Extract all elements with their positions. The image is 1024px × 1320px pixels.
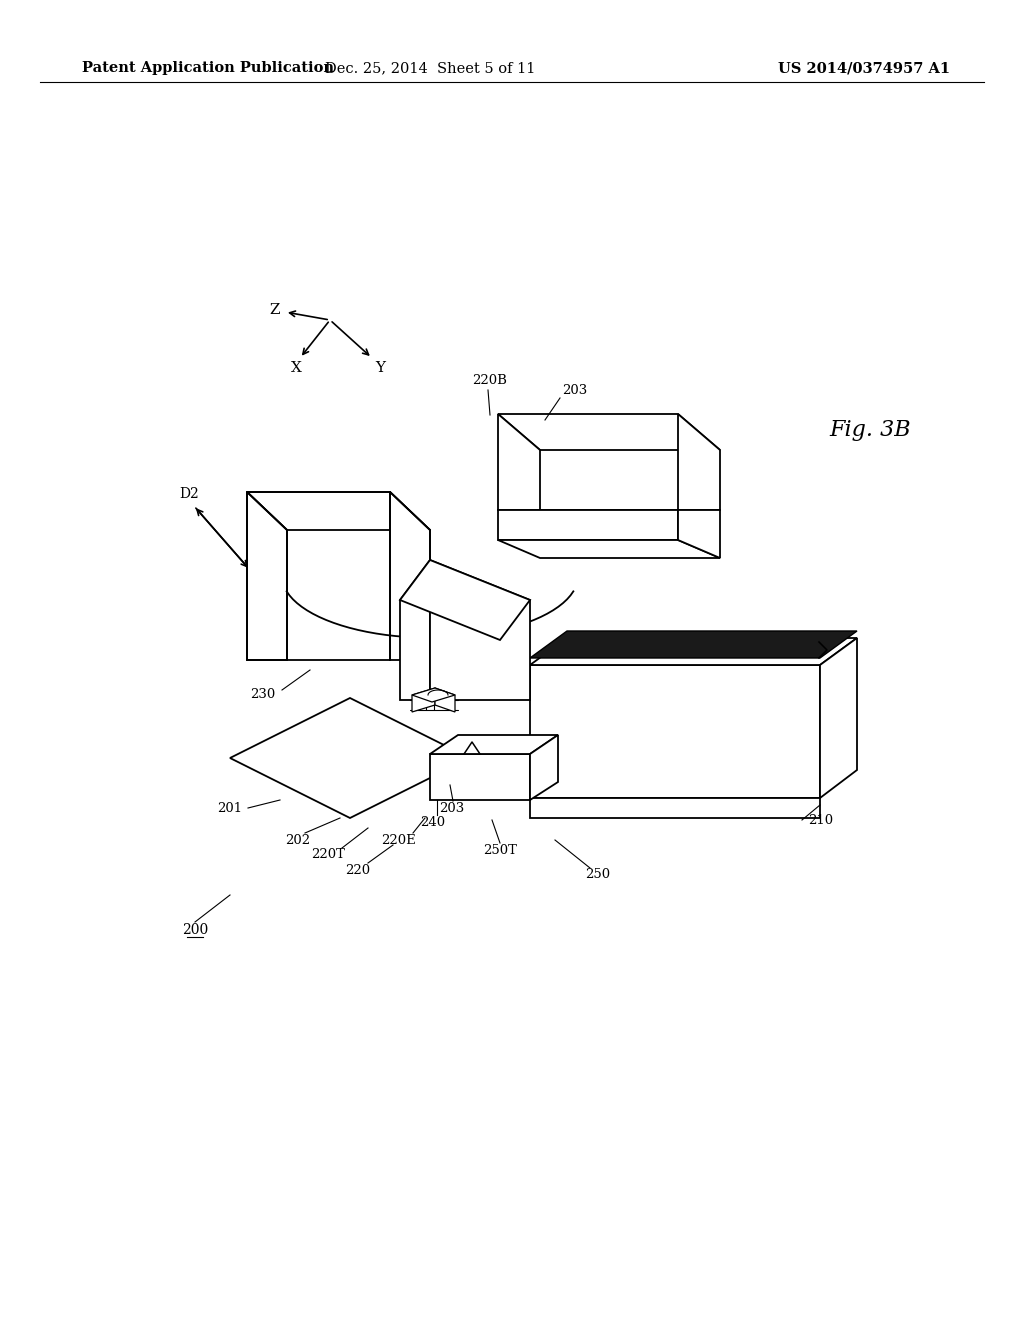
Polygon shape — [820, 638, 857, 799]
Text: US 2014/0374957 A1: US 2014/0374957 A1 — [778, 61, 950, 75]
Text: 203: 203 — [562, 384, 587, 396]
Polygon shape — [247, 492, 287, 660]
Polygon shape — [435, 688, 455, 711]
Text: 250T: 250T — [483, 843, 517, 857]
Polygon shape — [530, 631, 857, 657]
Polygon shape — [678, 414, 720, 510]
Polygon shape — [678, 510, 720, 558]
Text: D2: D2 — [179, 487, 199, 502]
Polygon shape — [498, 414, 720, 450]
Polygon shape — [390, 492, 430, 660]
Text: 220: 220 — [345, 863, 371, 876]
Polygon shape — [247, 492, 430, 531]
Polygon shape — [498, 540, 720, 558]
Text: 220B: 220B — [472, 374, 508, 387]
Text: 220T: 220T — [311, 849, 345, 862]
Polygon shape — [400, 560, 530, 640]
Text: Dec. 25, 2014  Sheet 5 of 11: Dec. 25, 2014 Sheet 5 of 11 — [325, 61, 536, 75]
Polygon shape — [530, 799, 820, 818]
Text: 230: 230 — [250, 689, 275, 701]
Polygon shape — [530, 735, 558, 800]
Text: Patent Application Publication: Patent Application Publication — [82, 61, 334, 75]
Text: 203: 203 — [439, 801, 465, 814]
Polygon shape — [530, 638, 857, 665]
Text: 201: 201 — [217, 801, 242, 814]
Polygon shape — [412, 688, 435, 711]
Polygon shape — [430, 560, 530, 700]
Text: Z: Z — [269, 304, 280, 317]
Polygon shape — [430, 754, 530, 800]
Polygon shape — [230, 698, 470, 818]
Polygon shape — [430, 735, 558, 754]
Polygon shape — [412, 688, 455, 702]
Text: 220E: 220E — [381, 833, 416, 846]
Polygon shape — [498, 510, 678, 540]
Text: 240: 240 — [421, 816, 445, 829]
Text: 250: 250 — [586, 869, 610, 882]
Text: Fig. 3B: Fig. 3B — [829, 418, 910, 441]
Polygon shape — [400, 560, 430, 700]
Text: Y: Y — [375, 360, 385, 375]
Text: 202: 202 — [286, 833, 310, 846]
Text: X: X — [291, 360, 301, 375]
Text: 200: 200 — [182, 923, 208, 937]
Polygon shape — [498, 414, 540, 510]
Polygon shape — [530, 665, 820, 799]
Text: 210: 210 — [808, 813, 834, 826]
Text: D1: D1 — [245, 573, 265, 587]
